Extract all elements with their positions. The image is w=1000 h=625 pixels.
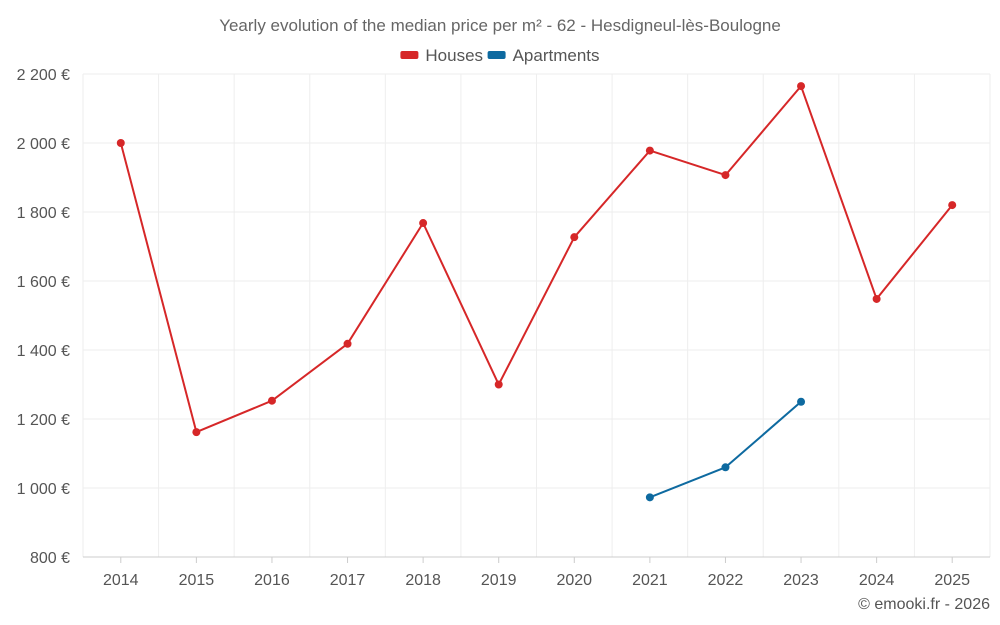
x-tick-label: 2015 xyxy=(179,572,215,589)
x-tick-label: 2018 xyxy=(405,572,441,589)
legend-item-houses[interactable]: Houses xyxy=(400,46,483,65)
x-tick-label: 2017 xyxy=(330,572,366,589)
data-point-houses[interactable] xyxy=(116,139,125,147)
legend-swatch xyxy=(487,51,506,59)
y-tick-label: 1 600 € xyxy=(17,274,70,291)
data-point-apartments[interactable] xyxy=(797,397,806,406)
y-tick-label: 1 800 € xyxy=(17,205,70,222)
series-houses xyxy=(116,82,957,437)
x-tick-label: 2014 xyxy=(103,572,139,589)
y-tick-label: 2 000 € xyxy=(17,136,70,153)
data-point-houses[interactable] xyxy=(267,396,276,405)
legend-item-apartments[interactable]: Apartments xyxy=(487,46,600,65)
data-point-houses[interactable] xyxy=(192,428,201,437)
series-line-apartments xyxy=(649,401,802,499)
data-point-houses[interactable] xyxy=(872,294,881,303)
legend: Houses Apartments xyxy=(400,46,600,65)
data-point-houses[interactable] xyxy=(494,380,503,389)
grid xyxy=(82,73,991,558)
y-tick-label: 1 200 € xyxy=(17,412,70,429)
x-tick-label: 2023 xyxy=(783,572,819,589)
data-point-houses[interactable] xyxy=(570,233,579,242)
x-axis: 2014 2015 2016 2017 2018 2019 2020 2021 2022 2023… xyxy=(103,557,970,589)
credit-text: © emooki.fr - 2026 xyxy=(858,596,990,613)
x-tick-label: 2019 xyxy=(481,572,517,589)
y-axis: 800 € 1 000 € 1 200 € 1 400 € 1 600 € 1 800 €… xyxy=(17,67,70,567)
x-tick-label: 2021 xyxy=(632,572,668,589)
series-line-houses xyxy=(119,85,953,434)
series-apartments xyxy=(645,397,806,502)
y-tick-label: 2 200 € xyxy=(17,67,70,84)
y-tick-label: 1 000 € xyxy=(17,481,70,498)
series-layer xyxy=(116,82,957,502)
x-tick-label: 2016 xyxy=(254,572,290,589)
chart-title: Yearly evolution of the median price per… xyxy=(219,16,781,35)
x-tick-label: 2025 xyxy=(934,572,970,589)
data-point-houses[interactable] xyxy=(645,146,654,155)
y-tick-label: 1 400 € xyxy=(17,343,70,360)
data-point-houses[interactable] xyxy=(797,82,806,91)
data-point-houses[interactable] xyxy=(419,219,428,228)
x-tick-label: 2020 xyxy=(556,572,592,589)
data-point-houses[interactable] xyxy=(343,339,352,348)
data-point-houses[interactable] xyxy=(721,171,730,180)
x-tick-label: 2022 xyxy=(708,572,744,589)
x-tick-label: 2024 xyxy=(859,572,895,589)
legend-label: Houses xyxy=(425,46,483,65)
y-tick-label: 800 € xyxy=(30,550,70,567)
data-point-apartments[interactable] xyxy=(721,463,730,472)
legend-swatch xyxy=(400,51,419,59)
data-point-apartments[interactable] xyxy=(645,493,654,502)
data-point-houses[interactable] xyxy=(948,201,957,210)
legend-label: Apartments xyxy=(513,46,600,65)
